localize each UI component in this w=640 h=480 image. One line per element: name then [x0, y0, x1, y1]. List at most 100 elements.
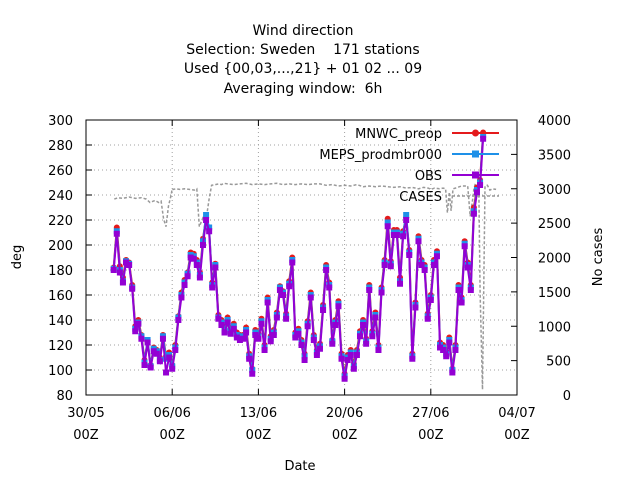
- obs-point: [193, 262, 200, 268]
- obs-point: [116, 269, 123, 276]
- obs-point: [400, 233, 407, 240]
- x-tick-label-date: 13/06: [240, 406, 277, 421]
- obs-point: [236, 337, 243, 343]
- obs-point: [323, 267, 330, 273]
- obs-point: [178, 294, 185, 301]
- meps-prodmbr000-point: [403, 212, 410, 218]
- obs-point: [295, 330, 302, 337]
- obs-point: [138, 335, 145, 342]
- obs-point: [387, 263, 394, 270]
- obs-point: [203, 217, 210, 223]
- obs-point: [384, 223, 391, 230]
- obs-point: [390, 232, 397, 238]
- obs-point: [347, 352, 354, 358]
- meps-prodmbr000-point: [384, 219, 391, 226]
- obs-point: [249, 370, 256, 377]
- obs-point: [172, 347, 179, 353]
- x-tick-label-date: 06/06: [153, 406, 190, 421]
- x-tick-label-hour: 00Z: [73, 428, 99, 443]
- obs-point: [338, 355, 345, 362]
- obs-point: [433, 253, 440, 260]
- obs-point: [307, 294, 314, 301]
- x-tick-label-date: 04/07: [498, 406, 535, 421]
- y-axis-tick-labels: 80 100 120 140 160 180 200 220 240 260 280 300: [48, 114, 73, 404]
- obs-point: [150, 348, 157, 355]
- obs-point: [273, 314, 280, 321]
- obs-point: [175, 317, 182, 323]
- obs-point: [440, 347, 447, 353]
- obs-point: [366, 287, 373, 293]
- x-tick-label-hour: 00Z: [159, 428, 185, 443]
- y-axis-title: deg: [10, 245, 25, 270]
- obs-point: [409, 355, 416, 362]
- x-tick-label-hour: 00Z: [332, 428, 358, 443]
- y-tick-label: 300: [48, 114, 73, 129]
- obs-point: [169, 365, 176, 372]
- title-line-3: Used {00,03,...,21} + 01 02 ... 09: [184, 61, 422, 77]
- obs-point: [153, 350, 160, 357]
- axis-ticks: [85, 119, 518, 396]
- y2-tick-label: 500: [546, 355, 571, 370]
- x-axis-title: Date: [284, 459, 315, 474]
- obs-point: [264, 299, 271, 306]
- x-tick-label-date: 20/06: [326, 406, 363, 421]
- obs-point: [196, 274, 203, 281]
- obs-point: [341, 375, 348, 382]
- data-series: [110, 129, 487, 382]
- meps-prodmbr000-point: [203, 212, 210, 218]
- obs-point: [110, 267, 117, 273]
- obs-point: [212, 264, 219, 271]
- obs-point: [301, 357, 308, 363]
- chart-title: Wind direction Selection: Sweden 171 sta…: [184, 23, 422, 97]
- cases-series: [114, 182, 497, 390]
- obs-point: [310, 337, 317, 343]
- obs-point: [163, 369, 170, 376]
- y-tick-label: 120: [48, 339, 73, 354]
- obs-point: [181, 282, 188, 288]
- obs-point: [372, 314, 379, 321]
- obs-point: [113, 230, 120, 237]
- obs-point: [126, 262, 133, 268]
- obs-point: [360, 322, 367, 328]
- obs-point: [363, 340, 370, 347]
- meps-prodmbr000-point: [480, 132, 487, 138]
- obs-point: [477, 182, 484, 188]
- obs-point: [190, 255, 197, 262]
- y2-axis-title: No cases: [591, 228, 606, 287]
- obs-point: [378, 289, 385, 296]
- obs-point: [449, 369, 456, 376]
- obs-point: [144, 339, 151, 346]
- y-tick-label: 80: [56, 389, 73, 404]
- obs-point: [418, 262, 425, 268]
- legend-label: OBS: [415, 169, 442, 184]
- y-tick-label: 140: [48, 314, 73, 329]
- x-tick-label-hour: 00Z: [418, 428, 444, 443]
- legend-swatch-marker: [472, 171, 479, 179]
- obs-point: [381, 262, 388, 268]
- obs-point: [209, 284, 216, 291]
- obs-point: [129, 285, 136, 292]
- obs-point: [353, 352, 360, 358]
- obs-point: [332, 322, 339, 328]
- obs-point: [147, 364, 154, 371]
- y2-tick-label: 1500: [538, 286, 571, 301]
- x-axis-tick-labels: 30/05 00Z 06/06 00Z 13/06 00Z 20/06 00Z 27/06 00Z…: [67, 406, 535, 443]
- obs-point: [406, 252, 413, 258]
- y-tick-label: 220: [48, 214, 73, 229]
- series-mnwc-preop: [110, 129, 487, 377]
- x-tick-label-hour: 00Z: [246, 428, 272, 443]
- obs-point: [215, 315, 222, 322]
- obs-point: [403, 217, 410, 223]
- meps-prodmbr000-point: [163, 355, 170, 362]
- obs-point: [313, 352, 320, 358]
- y-tick-label: 100: [48, 364, 73, 379]
- obs-point: [227, 330, 234, 337]
- obs-point: [289, 259, 296, 266]
- obs-point: [375, 347, 382, 353]
- obs-point: [427, 297, 434, 303]
- obs-point: [159, 335, 166, 342]
- y-tick-label: 240: [48, 189, 73, 204]
- obs-point: [335, 303, 342, 310]
- obs-point: [461, 243, 468, 250]
- series-obs: [110, 135, 487, 382]
